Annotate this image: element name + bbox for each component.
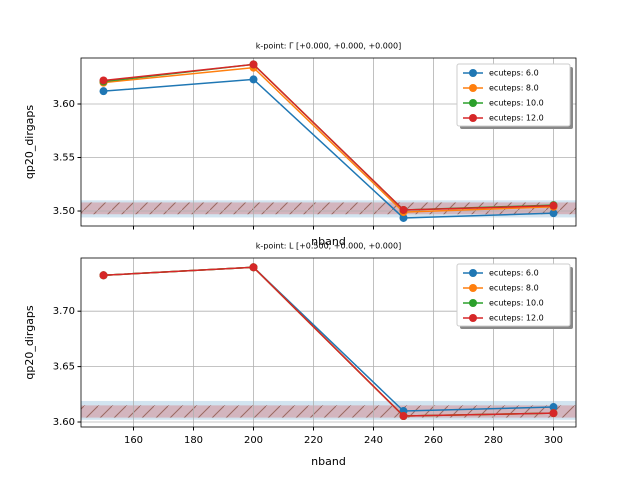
series-line bbox=[103, 66, 554, 213]
x-tick-label: 260 bbox=[424, 435, 443, 446]
legend-marker bbox=[469, 284, 477, 292]
marker bbox=[399, 412, 408, 421]
marker bbox=[99, 87, 108, 96]
marker bbox=[99, 271, 108, 280]
series-line bbox=[103, 78, 554, 219]
x-tick-label: 280 bbox=[484, 435, 503, 446]
y-axis-label: qp20_dirgaps bbox=[23, 105, 36, 180]
legend-label: ecuteps: 6.0 bbox=[489, 269, 539, 278]
band-hatch bbox=[81, 405, 576, 418]
y-tick-label: 3.60 bbox=[53, 417, 75, 428]
legend-label: ecuteps: 6.0 bbox=[489, 69, 539, 78]
x-axis-label: nband bbox=[311, 455, 346, 468]
legend-marker bbox=[469, 114, 477, 122]
axes-frame bbox=[80, 257, 577, 428]
marker bbox=[399, 213, 408, 222]
legend-marker bbox=[469, 314, 477, 322]
y-tick-label: 3.60 bbox=[53, 99, 75, 110]
legend-label: ecuteps: 8.0 bbox=[489, 284, 539, 293]
legend bbox=[456, 263, 571, 327]
legend-label: ecuteps: 10.0 bbox=[489, 99, 544, 108]
subplot: 3.50 3.55 3.60 k-point: Γ [+0.000, +0.000, … bbox=[23, 42, 577, 248]
legend-label: ecuteps: 12.0 bbox=[489, 314, 544, 323]
legend-label: ecuteps: 10.0 bbox=[489, 299, 544, 308]
legend bbox=[456, 63, 571, 127]
marker bbox=[549, 409, 558, 418]
x-axis-label: nband bbox=[311, 235, 346, 248]
legend-marker bbox=[469, 84, 477, 92]
y-tick-label: 3.55 bbox=[53, 153, 75, 164]
series-line bbox=[103, 63, 554, 211]
x-tick-label: 240 bbox=[364, 435, 383, 446]
axes-frame bbox=[80, 57, 577, 227]
marker bbox=[99, 76, 108, 85]
marker bbox=[249, 75, 258, 84]
legend-label: ecuteps: 8.0 bbox=[489, 84, 539, 93]
subplot: 160 180 200 220 240 260 280 300 3.60 3.65 3.70 k-po… bbox=[23, 242, 577, 468]
subplot-title: k-point: L [+0.500, +0.000, +0.000] bbox=[256, 242, 401, 251]
y-axis-label: qp20_dirgaps bbox=[23, 305, 36, 380]
legend-marker bbox=[469, 269, 477, 277]
x-tick-label: 300 bbox=[544, 435, 563, 446]
series-line bbox=[103, 266, 554, 417]
y-tick-label: 3.65 bbox=[53, 362, 75, 373]
legend-label: ecuteps: 12.0 bbox=[489, 114, 544, 123]
legend-marker bbox=[469, 69, 477, 77]
x-tick-label: 220 bbox=[304, 435, 323, 446]
legend-marker bbox=[469, 99, 477, 107]
marker bbox=[399, 205, 408, 214]
x-tick-label: 160 bbox=[124, 435, 143, 446]
subplot-title: k-point: Γ [+0.000, +0.000, +0.000] bbox=[256, 42, 401, 51]
legend-marker bbox=[469, 299, 477, 307]
y-tick-label: 3.50 bbox=[53, 206, 75, 217]
x-tick-label: 200 bbox=[244, 435, 263, 446]
marker bbox=[249, 60, 258, 69]
marker bbox=[249, 263, 258, 272]
marker bbox=[549, 201, 558, 210]
marker bbox=[549, 209, 558, 218]
x-tick-label: 180 bbox=[184, 435, 203, 446]
marker bbox=[549, 403, 558, 412]
y-tick-label: 3.70 bbox=[53, 306, 75, 317]
band-hatch bbox=[81, 202, 576, 215]
